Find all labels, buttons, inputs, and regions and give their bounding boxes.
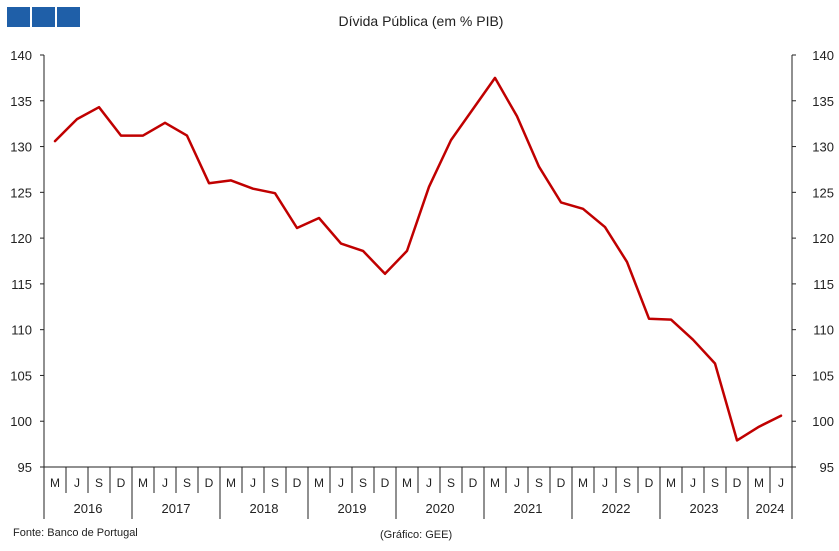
x-year-label: 2020 (426, 501, 455, 516)
logo-block (7, 7, 30, 27)
x-month-label: D (557, 476, 566, 490)
x-month-label: M (578, 476, 588, 490)
x-year-label: 2018 (250, 501, 279, 516)
x-month-label: J (602, 476, 608, 490)
x-month-label: S (271, 476, 279, 490)
x-month-label: D (733, 476, 742, 490)
y-tick-label: 115 (11, 277, 32, 292)
x-month-label: S (623, 476, 631, 490)
y-tick-label: 130 (10, 140, 32, 155)
x-month-label: D (293, 476, 302, 490)
x-month-label: D (205, 476, 214, 490)
x-month-label: S (447, 476, 455, 490)
y-tick-label-right: 105 (812, 368, 834, 383)
credit-note: (Gráfico: GEE) (380, 529, 452, 541)
x-month-label: J (74, 476, 80, 490)
x-month-label: S (183, 476, 191, 490)
x-month-label: M (754, 476, 764, 490)
series-line (53, 76, 783, 442)
x-month-label: M (666, 476, 676, 490)
x-month-label: D (645, 476, 654, 490)
y-tick-label: 135 (10, 94, 32, 109)
x-month-label: M (226, 476, 236, 490)
y-axis-left: 95 100 105 110 115 120 125 130 135 140 (10, 48, 44, 475)
x-year-label: 2022 (602, 501, 631, 516)
y-axis-right: 95 100 105 110 115 120 125 130 135 140 (792, 48, 834, 475)
x-month-label: M (50, 476, 60, 490)
x-month-label: J (426, 476, 432, 490)
source-note: Fonte: Banco de Portugal (13, 527, 138, 539)
y-tick-label: 100 (10, 414, 32, 429)
x-year-label: 2016 (74, 501, 103, 516)
chart-title: Dívida Pública (em % PIB) (339, 13, 504, 29)
x-month-label: S (359, 476, 367, 490)
y-tick-label-right: 140 (812, 48, 834, 63)
x-month-label: D (117, 476, 126, 490)
x-month-label: M (138, 476, 148, 490)
y-tick-label: 120 (10, 231, 32, 246)
y-tick-label-right: 95 (820, 460, 834, 475)
x-month-label: J (250, 476, 256, 490)
y-tick-label: 110 (11, 323, 32, 338)
x-month-label: J (162, 476, 168, 490)
x-year-label: 2023 (690, 501, 719, 516)
y-tick-label: 105 (10, 368, 32, 383)
y-tick-label-right: 135 (812, 94, 834, 109)
logo-block (57, 7, 80, 27)
x-month-label: S (535, 476, 543, 490)
x-month-label: S (711, 476, 719, 490)
x-year-label: 2021 (514, 501, 543, 516)
x-month-label: M (490, 476, 500, 490)
x-year-label: 2024 (756, 501, 785, 516)
y-tick-label: 125 (10, 185, 32, 200)
x-month-label: M (314, 476, 324, 490)
x-month-label: S (95, 476, 103, 490)
logo (7, 7, 80, 27)
y-tick-label: 95 (18, 460, 32, 475)
y-tick-label-right: 100 (812, 414, 834, 429)
logo-block (32, 7, 55, 27)
x-year-label: 2017 (162, 501, 191, 516)
y-tick-label-right: 115 (813, 277, 834, 292)
y-tick-label-right: 130 (812, 140, 834, 155)
y-tick-label-right: 120 (812, 231, 834, 246)
series-layer (53, 76, 783, 442)
x-month-label: D (469, 476, 478, 490)
x-month-label: D (381, 476, 390, 490)
y-tick-label-right: 110 (813, 323, 834, 338)
x-month-label: M (402, 476, 412, 490)
y-tick-label-right: 125 (812, 185, 834, 200)
x-year-label: 2019 (338, 501, 367, 516)
x-month-label: J (338, 476, 344, 490)
x-month-label: J (514, 476, 520, 490)
x-month-label: J (778, 476, 784, 490)
y-tick-label: 140 (10, 48, 32, 63)
x-month-label: J (690, 476, 696, 490)
